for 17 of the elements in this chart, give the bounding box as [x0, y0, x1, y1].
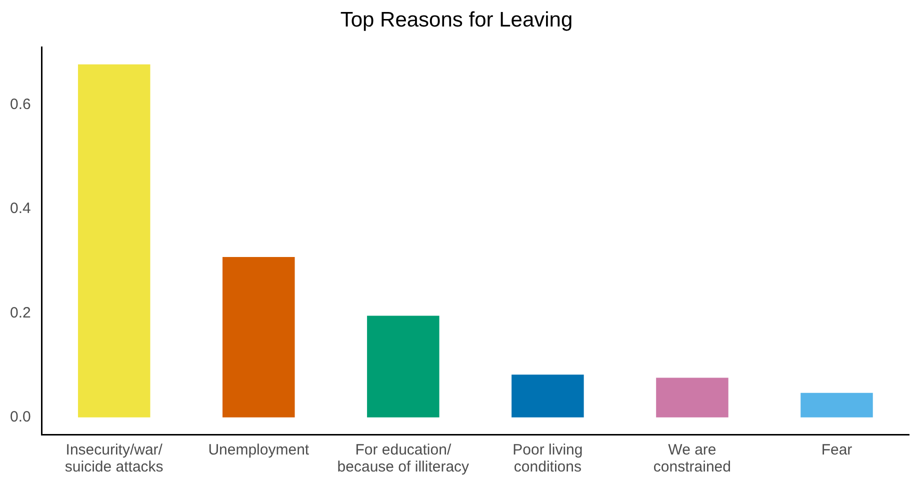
x-tick-label: Unemployment: [208, 441, 310, 458]
y-tick-label: 0.6: [10, 96, 31, 114]
x-tick-label: Poor living conditions: [512, 441, 583, 476]
y-tick-label: 0.2: [10, 304, 31, 322]
bar: [222, 256, 295, 418]
y-tick-label: 0.0: [10, 408, 31, 426]
chart-title: Top Reasons for Leaving: [340, 8, 573, 32]
y-tick-label: 0.4: [10, 200, 31, 218]
x-tick-label: Fear: [821, 441, 852, 458]
bar: [656, 378, 728, 418]
x-tick-label: We are constrained: [653, 441, 731, 476]
bar: [800, 392, 873, 418]
bar: [512, 374, 584, 418]
x-tick-label: For education/ because of illiteracy: [337, 441, 470, 476]
bar: [367, 316, 440, 418]
x-tick-label: Insecurity/war/ suicide attacks: [64, 441, 164, 476]
bar: [78, 64, 150, 418]
